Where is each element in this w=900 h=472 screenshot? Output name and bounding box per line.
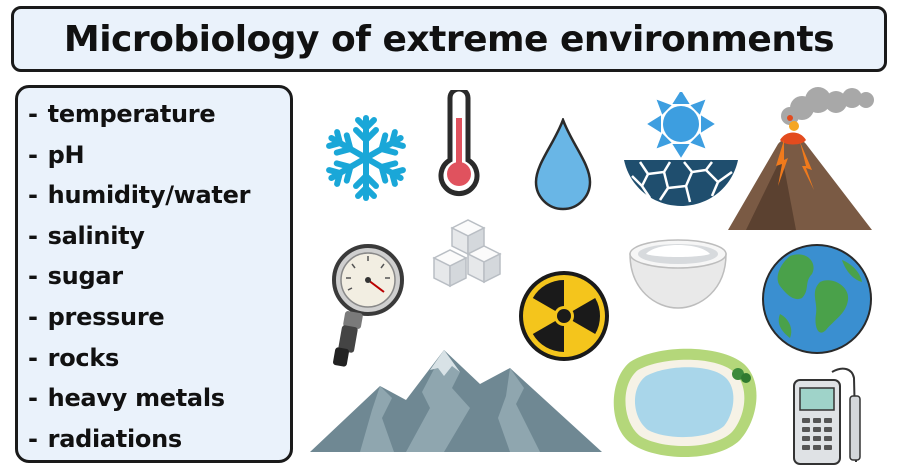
salt-lake-icon bbox=[613, 348, 757, 458]
thermometer-icon bbox=[438, 90, 480, 197]
factor-list: - temperature - pH - humidity/water - salini… bbox=[28, 94, 290, 459]
page-title: Microbiology of extreme environments bbox=[63, 18, 835, 60]
list-item: - humidity/water bbox=[28, 181, 251, 210]
list-item: - salinity bbox=[28, 221, 145, 250]
volcano-icon bbox=[728, 87, 874, 230]
sugar-cubes-icon bbox=[432, 219, 502, 288]
mountain-icon bbox=[310, 350, 602, 452]
list-item: - rocks bbox=[28, 343, 119, 372]
list-item: - heavy metals bbox=[28, 384, 225, 413]
salt-bowl-icon bbox=[629, 239, 727, 309]
title-banner: Microbiology of extreme environments bbox=[11, 6, 887, 72]
water-drop-icon bbox=[534, 118, 592, 211]
list-item: - radiations bbox=[28, 424, 182, 453]
snowflake-icon bbox=[318, 115, 414, 206]
factor-list-panel: - temperature - pH - humidity/water - salini… bbox=[15, 85, 293, 463]
list-item: - temperature bbox=[28, 100, 216, 128]
list-item: - pressure bbox=[28, 302, 165, 331]
pressure-gauge-icon bbox=[332, 244, 404, 367]
ph-meter-icon bbox=[793, 367, 861, 465]
radiation-icon bbox=[519, 271, 609, 361]
list-item: - sugar bbox=[28, 262, 123, 291]
list-item: - pH bbox=[28, 140, 85, 169]
earth-globe-icon bbox=[762, 244, 872, 354]
sun-drought-icon bbox=[624, 92, 738, 206]
